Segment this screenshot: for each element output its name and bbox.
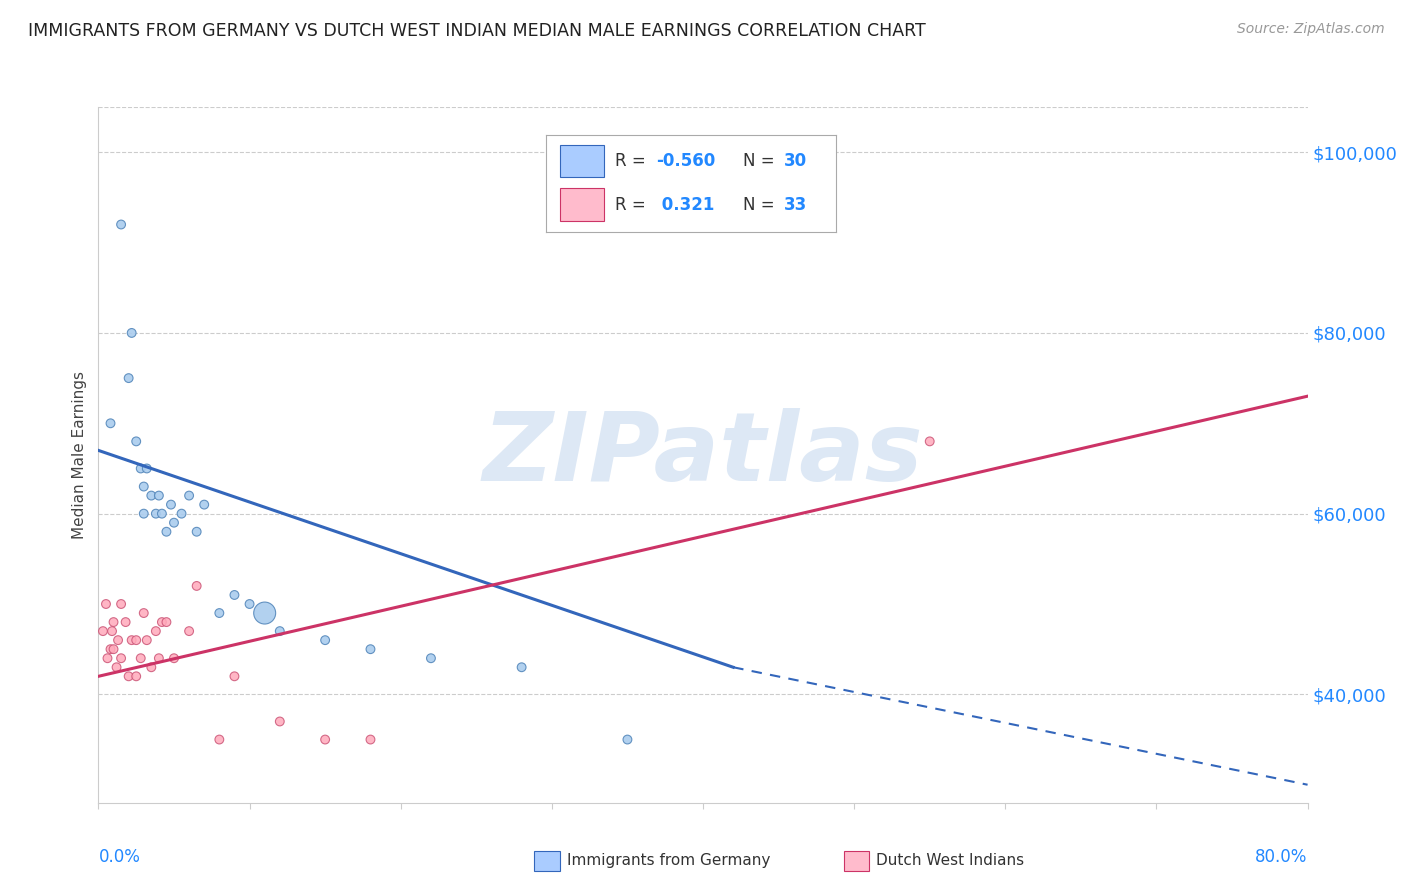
Text: 0.321: 0.321 — [657, 196, 714, 214]
Point — [105, 660, 128, 674]
Point — [129, 461, 152, 475]
Point — [419, 651, 441, 665]
Point — [186, 579, 208, 593]
Point — [224, 669, 246, 683]
Point — [163, 516, 186, 530]
Point — [360, 642, 382, 657]
Point — [132, 507, 155, 521]
Point — [121, 633, 143, 648]
Point — [135, 633, 157, 648]
Point — [918, 434, 941, 449]
Point — [177, 624, 201, 639]
Point — [107, 633, 129, 648]
Point — [125, 434, 148, 449]
Point — [110, 651, 132, 665]
Text: 33: 33 — [783, 196, 807, 214]
Point — [132, 606, 155, 620]
Point — [208, 606, 231, 620]
Point — [269, 624, 291, 639]
Point — [103, 642, 125, 657]
Point — [160, 498, 183, 512]
Text: N =: N = — [744, 196, 780, 214]
Point — [150, 615, 173, 629]
Point — [91, 624, 114, 639]
Point — [148, 489, 170, 503]
Point — [145, 624, 167, 639]
Point — [510, 660, 533, 674]
Point — [100, 642, 122, 657]
Text: R =: R = — [616, 153, 651, 170]
Y-axis label: Median Male Earnings: Median Male Earnings — [72, 371, 87, 539]
Point — [125, 669, 148, 683]
Text: Source: ZipAtlas.com: Source: ZipAtlas.com — [1237, 22, 1385, 37]
Point — [110, 597, 132, 611]
Text: Immigrants from Germany: Immigrants from Germany — [567, 854, 770, 868]
Bar — [561, 188, 603, 220]
Text: N =: N = — [744, 153, 780, 170]
Point — [94, 597, 117, 611]
Point — [114, 615, 136, 629]
Point — [100, 417, 122, 431]
Bar — [561, 145, 603, 177]
Point — [253, 606, 276, 620]
Text: 30: 30 — [783, 153, 807, 170]
Text: 80.0%: 80.0% — [1256, 848, 1308, 866]
Point — [132, 479, 155, 493]
Point — [269, 714, 291, 729]
Point — [101, 624, 124, 639]
Point — [125, 633, 148, 648]
Text: ZIPatlas: ZIPatlas — [482, 409, 924, 501]
Point — [155, 615, 177, 629]
Point — [148, 651, 170, 665]
Point — [141, 489, 163, 503]
Point — [155, 524, 177, 539]
Point — [177, 489, 201, 503]
Point — [616, 732, 638, 747]
Point — [145, 507, 167, 521]
Point — [150, 507, 173, 521]
Point — [163, 651, 186, 665]
Text: Dutch West Indians: Dutch West Indians — [876, 854, 1024, 868]
Point — [121, 326, 143, 340]
Point — [193, 498, 215, 512]
Point — [118, 669, 141, 683]
Text: R =: R = — [616, 196, 651, 214]
Point — [141, 660, 163, 674]
Point — [170, 507, 193, 521]
Point — [118, 371, 141, 385]
Point — [110, 218, 132, 232]
Point — [314, 633, 336, 648]
Point — [96, 651, 118, 665]
Point — [224, 588, 246, 602]
Point — [186, 524, 208, 539]
Point — [239, 597, 262, 611]
Point — [129, 651, 152, 665]
Text: 0.0%: 0.0% — [98, 848, 141, 866]
Point — [360, 732, 382, 747]
Text: IMMIGRANTS FROM GERMANY VS DUTCH WEST INDIAN MEDIAN MALE EARNINGS CORRELATION CH: IMMIGRANTS FROM GERMANY VS DUTCH WEST IN… — [28, 22, 927, 40]
Point — [314, 732, 336, 747]
Point — [135, 461, 157, 475]
Text: -0.560: -0.560 — [657, 153, 716, 170]
Point — [208, 732, 231, 747]
Point — [103, 615, 125, 629]
